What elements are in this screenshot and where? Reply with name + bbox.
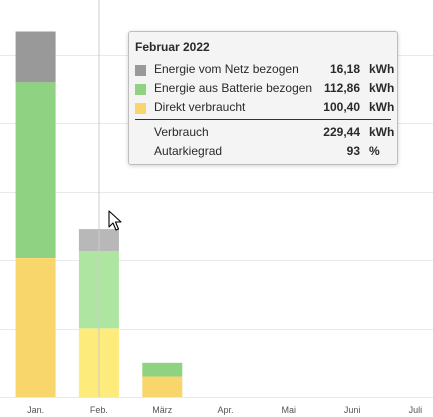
tooltip-row-unit: kWh bbox=[369, 62, 395, 76]
tooltip-summary-unit: % bbox=[369, 144, 380, 158]
x-tick-label: März bbox=[152, 405, 172, 415]
direct-swatch bbox=[135, 103, 146, 114]
tooltip-row-value: 112,86 bbox=[323, 81, 360, 95]
tooltip-row-label: Energie vom Netz bezogen bbox=[154, 62, 299, 76]
bar-segment-jan-1[interactable] bbox=[15, 82, 56, 258]
bars[interactable] bbox=[15, 31, 183, 398]
tooltip-summary-value: 229,44 bbox=[323, 125, 360, 139]
x-tick-label: Juni bbox=[344, 405, 361, 415]
tooltip-row-unit: kWh bbox=[369, 100, 395, 114]
mouse-cursor-icon bbox=[108, 210, 122, 231]
grid-swatch bbox=[135, 65, 146, 76]
tooltip: Februar 2022 Energie vom Netz bezogen 16… bbox=[128, 31, 398, 165]
bar-segment-märz-0[interactable] bbox=[142, 376, 183, 398]
tooltip-row-battery: Energie aus Batterie bezogen 112,86 kWh bbox=[135, 79, 395, 98]
tooltip-row-unit: kWh bbox=[369, 81, 395, 95]
tooltip-row-label: Energie aus Batterie bezogen bbox=[154, 81, 313, 95]
bar-segment-jan-0[interactable] bbox=[15, 258, 56, 397]
tooltip-row-value: 100,40 bbox=[323, 100, 360, 114]
x-tick-label: Juli bbox=[409, 405, 423, 415]
battery-swatch bbox=[135, 84, 146, 95]
x-tick-label: Mai bbox=[282, 405, 297, 415]
tooltip-row-grid: Energie vom Netz bezogen 16,18 kWh bbox=[135, 60, 395, 79]
tooltip-row-direct: Direkt verbraucht 100,40 kWh bbox=[135, 98, 395, 117]
bar-segment-märz-1[interactable] bbox=[142, 362, 183, 377]
tooltip-summary-value: 93 bbox=[346, 144, 360, 158]
x-axis-labels: Jan. Feb. März Apr. Mai Juni Juli bbox=[27, 405, 422, 415]
tooltip-row-consumption: Verbrauch 229,44 kWh bbox=[135, 123, 395, 142]
x-tick-label: Feb. bbox=[90, 405, 108, 415]
tooltip-row-value: 16,18 bbox=[329, 62, 360, 76]
tooltip-summary-label: Verbrauch bbox=[154, 125, 209, 139]
tooltip-row-label: Direkt verbraucht bbox=[154, 100, 246, 114]
tooltip-title: Februar 2022 bbox=[135, 40, 210, 54]
bar-segment-jan-2[interactable] bbox=[15, 31, 56, 83]
tooltip-summary-unit: kWh bbox=[369, 125, 395, 139]
x-tick-label: Jan. bbox=[27, 405, 44, 415]
x-tick-label: Apr. bbox=[217, 405, 233, 415]
tooltip-summary-label: Autarkiegrad bbox=[154, 144, 223, 158]
tooltip-row-autarky: Autarkiegrad 93 % bbox=[135, 142, 391, 161]
tooltip-divider bbox=[135, 119, 391, 120]
